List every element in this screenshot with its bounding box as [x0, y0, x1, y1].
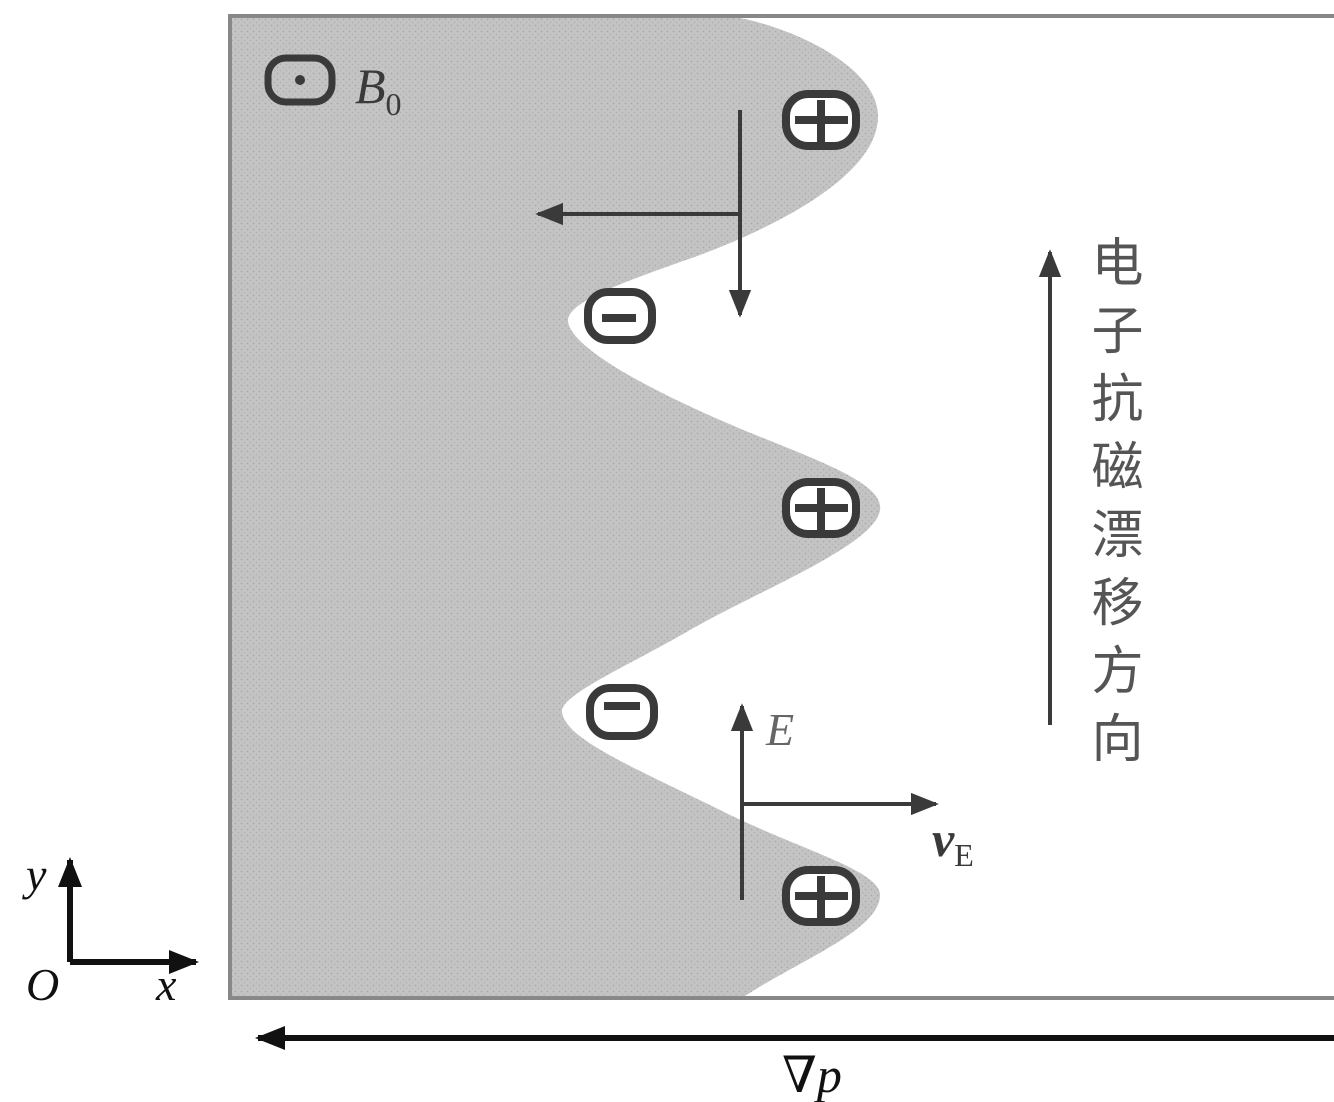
pressure-gradient-label: ∇p: [782, 1047, 842, 1102]
e-field-label: E: [765, 704, 794, 755]
charge-sign: -: [0, 0, 1, 1]
drift-velocity-label: vE: [932, 811, 974, 873]
drift-direction-label: 电子抗磁漂移方向: [1082, 235, 1142, 779]
charge-minus-1: -: [0, 0, 656, 344]
origin-label: O: [26, 959, 59, 1010]
y-axis-label: y: [22, 849, 47, 900]
field-label: B0: [355, 58, 402, 122]
x-axis-label: x: [155, 959, 177, 1010]
charge-sign: +: [0, 0, 1, 1]
charge-minus-2: -: [0, 0, 658, 740]
dot-in-circle-icon: [264, 54, 336, 106]
charge-plus-2: +: [0, 0, 860, 538]
charge-sign: -: [0, 0, 1, 1]
charge-plus-1: +: [0, 0, 860, 150]
charge-sign: +: [0, 0, 1, 1]
charge-plus-3: +: [0, 0, 860, 926]
plasma-region: [232, 18, 881, 996]
charge-sign: +: [0, 0, 1, 1]
